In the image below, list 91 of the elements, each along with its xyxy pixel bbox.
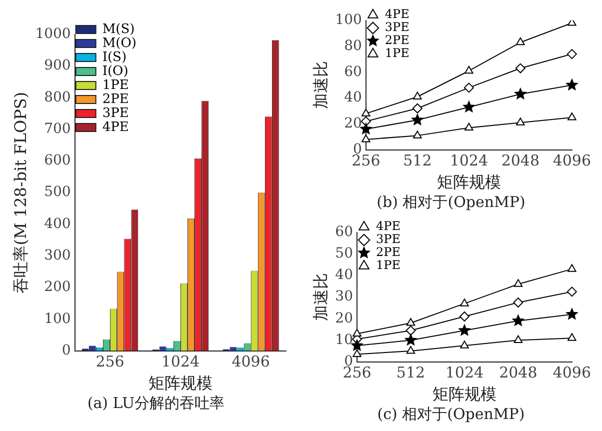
point bbox=[568, 264, 576, 272]
x-axis-title: 矩阵规模 bbox=[436, 172, 501, 192]
point bbox=[514, 335, 523, 343]
x-tick-label: 4096 bbox=[232, 352, 270, 371]
y-tick-label: 40 bbox=[335, 267, 354, 284]
point bbox=[513, 297, 524, 308]
y-tick-label: 20 bbox=[344, 116, 362, 132]
y-tick-label: 30 bbox=[335, 288, 354, 305]
y-tick-label: 40 bbox=[344, 90, 362, 106]
y-tick-label: 60 bbox=[344, 64, 362, 80]
x-tick-label: 4096 bbox=[552, 152, 592, 170]
point bbox=[464, 82, 474, 93]
text: (c) 相对于(OpenMP) bbox=[376, 405, 526, 424]
point bbox=[412, 103, 422, 114]
legend-label: 1PE bbox=[384, 46, 410, 60]
point bbox=[514, 88, 526, 100]
y-tick-label: 300 bbox=[44, 248, 71, 264]
point bbox=[406, 346, 416, 354]
point bbox=[406, 326, 416, 336]
y-tick-label: 100 bbox=[44, 310, 71, 327]
y-tick-label: 900 bbox=[44, 58, 71, 74]
point bbox=[566, 308, 578, 320]
y-tick-label: 400 bbox=[44, 216, 71, 232]
point bbox=[405, 334, 416, 346]
legend-label: 1PE bbox=[376, 258, 400, 272]
y-tick-label: 0 bbox=[62, 342, 71, 358]
point bbox=[568, 333, 576, 341]
point bbox=[413, 92, 422, 100]
point bbox=[568, 112, 576, 120]
point bbox=[459, 312, 470, 322]
legend-label: 4PE bbox=[384, 7, 410, 22]
point bbox=[351, 340, 363, 351]
legend-label: I(O) bbox=[102, 64, 128, 79]
y-tick-label: 80 bbox=[344, 38, 362, 54]
point bbox=[460, 298, 469, 306]
point bbox=[413, 130, 422, 138]
y-tick-label: 800 bbox=[44, 89, 71, 106]
y-tick-label: 600 bbox=[44, 152, 71, 169]
x-tick-label: 1024 bbox=[161, 352, 200, 371]
point bbox=[514, 279, 523, 287]
x-tick-label: 1024 bbox=[445, 364, 484, 382]
y-axis-title: 加速比 bbox=[310, 61, 330, 110]
y-tick-label: 100 bbox=[335, 12, 362, 28]
point bbox=[512, 314, 524, 326]
legend-label: I(S) bbox=[102, 50, 127, 65]
point bbox=[460, 340, 469, 348]
point bbox=[412, 114, 424, 125]
point bbox=[516, 37, 525, 46]
point bbox=[566, 286, 577, 297]
y-tick-label: 50 bbox=[335, 246, 354, 262]
point bbox=[566, 49, 577, 60]
legend-label: 4PE bbox=[376, 219, 400, 234]
x-tick-label: 2048 bbox=[499, 364, 538, 382]
y-tick-label: 20 bbox=[335, 310, 354, 326]
y-axis-title: 吞吐率(M 128-bit FLOPS) bbox=[10, 92, 30, 294]
point bbox=[463, 101, 475, 112]
point bbox=[360, 123, 372, 134]
x-axis-title: 矩阵规模 bbox=[148, 374, 212, 393]
y-tick-label: 1000 bbox=[35, 26, 71, 42]
point bbox=[464, 122, 474, 131]
legend-label: M(O) bbox=[102, 36, 136, 51]
y-tick-label: 60 bbox=[335, 224, 354, 240]
y-tick-label: 10 bbox=[335, 332, 354, 348]
x-tick-label: 512 bbox=[403, 152, 432, 170]
point bbox=[406, 318, 416, 326]
text: (b) 相对于(OpenMP) bbox=[376, 193, 526, 212]
legend-label: 4PE bbox=[102, 120, 129, 135]
legend-label: 2PE bbox=[376, 245, 400, 260]
legend-label: 3PE bbox=[102, 106, 129, 121]
point bbox=[515, 63, 526, 74]
legend-label: 2PE bbox=[384, 33, 410, 48]
legend-label: M(S) bbox=[102, 22, 135, 37]
y-tick-label: 700 bbox=[44, 120, 71, 137]
x-axis-title: 矩阵规模 bbox=[432, 384, 496, 404]
x-tick-label: 512 bbox=[396, 364, 426, 382]
x-tick-label: 4096 bbox=[552, 364, 592, 382]
point bbox=[566, 79, 578, 90]
point bbox=[464, 66, 474, 74]
x-tick-label: 256 bbox=[96, 352, 124, 371]
point bbox=[516, 118, 525, 126]
x-tick-label: 1024 bbox=[450, 152, 488, 170]
x-tick-label: 2048 bbox=[501, 152, 540, 170]
y-tick-label: 500 bbox=[44, 184, 71, 200]
point bbox=[458, 324, 470, 336]
legend-label: 1PE bbox=[102, 78, 129, 93]
y-tick-label: 200 bbox=[44, 279, 71, 296]
legend-label: 2PE bbox=[102, 92, 129, 107]
text: (a) LU分解的吞吐率 bbox=[86, 394, 226, 413]
legend-label: 3PE bbox=[376, 232, 400, 246]
legend-label: 3PE bbox=[384, 20, 410, 34]
y-axis-title: 加速比 bbox=[310, 273, 330, 322]
